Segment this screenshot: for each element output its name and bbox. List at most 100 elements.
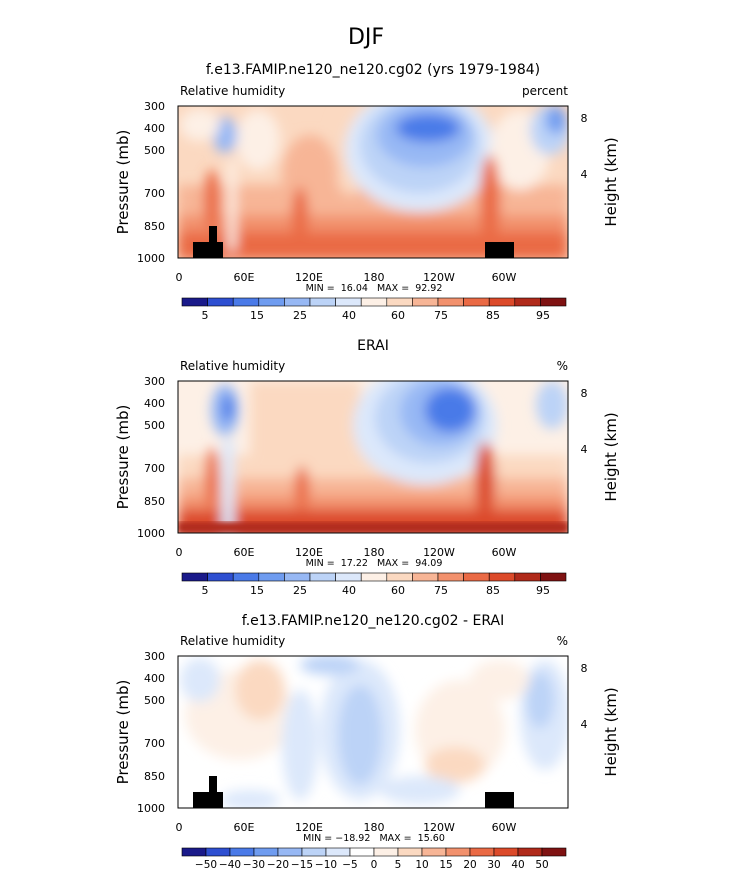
panel-title: ERAI — [357, 338, 389, 354]
x-tick-label: 60W — [492, 271, 517, 284]
colorbar-swatch — [284, 572, 311, 582]
colorbar-swatch — [517, 847, 543, 857]
x-tick-label: 60W — [492, 546, 517, 559]
x-axis: 0 60E 120E 180 120W 60W — [176, 546, 517, 559]
colorbar-label: 40 — [342, 309, 356, 322]
colorbar-swatch — [445, 847, 471, 857]
colorbar-label: 5 — [202, 309, 209, 322]
colorbar-swatch — [229, 847, 255, 857]
colorbar-label: 75 — [434, 584, 448, 597]
right-tick-label: 8 — [581, 662, 588, 675]
x-tick-label: 120E — [295, 821, 323, 834]
colorbar-label: 95 — [536, 309, 550, 322]
y-axis: 300 400 500 700 850 1000 — [137, 100, 165, 265]
y-tick-label: 850 — [144, 495, 165, 508]
right-axis: 8 4 — [581, 112, 588, 181]
colorbar-labels: −50 −40 −30 −20 −15 −10 −5 0 5 10 15 20 30 40 50 — [195, 859, 549, 871]
colorbar — [181, 297, 567, 307]
colorbar-label: 95 — [536, 584, 550, 597]
colorbar-swatch — [540, 297, 567, 307]
panel-difference: f.e13.FAMIP.ne120_ne120.cg02 - ERAI Rela… — [114, 613, 620, 871]
colorbar-label: 25 — [293, 584, 307, 597]
colorbar-swatch — [205, 847, 231, 857]
colorbar-label: 40 — [342, 584, 356, 597]
colorbar-swatch — [541, 847, 567, 857]
colorbar-swatch — [232, 297, 260, 307]
colorbar-swatch — [488, 297, 516, 307]
colorbar-swatch — [181, 297, 208, 307]
x-tick-label: 120W — [423, 821, 455, 834]
colorbar — [181, 847, 567, 857]
panel-left-label: Relative humidity — [180, 359, 285, 373]
colorbar-swatch — [258, 297, 285, 307]
panel-units: percent — [522, 84, 568, 98]
colorbar-swatch — [463, 297, 490, 307]
colorbar-swatch — [181, 572, 208, 582]
colorbar-swatch — [207, 297, 234, 307]
y-tick-label: 1000 — [137, 527, 165, 540]
colorbar-swatch — [514, 572, 541, 582]
colorbar-swatch — [335, 572, 362, 582]
y-axis-title: Pressure (mb) — [114, 405, 132, 510]
colorbar-label: 50 — [535, 859, 548, 871]
colorbar-label: 85 — [486, 309, 500, 322]
x-tick-label: 180 — [364, 821, 385, 834]
panel-reanalysis: ERAI Relative humidity % — [114, 338, 620, 597]
colorbar-swatch — [540, 572, 567, 582]
colorbar-label: 30 — [487, 859, 500, 871]
y-tick-label: 700 — [144, 737, 165, 750]
colorbar-label: −15 — [291, 859, 313, 871]
colorbar-swatch — [232, 572, 260, 582]
right-axis-title: Height (km) — [602, 687, 620, 776]
plot-frame — [177, 105, 569, 259]
colorbar-swatch — [412, 297, 439, 307]
y-axis: 300 400 500 700 850 1000 — [137, 650, 165, 815]
x-tick-label: 0 — [176, 271, 183, 284]
min-max-stats: MIN = 16.04 MAX = 92.92 — [306, 283, 443, 294]
y-tick-label: 400 — [144, 397, 165, 410]
y-axis-title: Pressure (mb) — [114, 130, 132, 235]
panel-title: f.e13.FAMIP.ne120_ne120.cg02 (yrs 1979-1… — [206, 62, 540, 78]
colorbar-swatch — [207, 572, 234, 582]
y-tick-label: 300 — [144, 100, 165, 113]
colorbar-swatch — [469, 847, 495, 857]
min-max-stats: MIN = 17.22 MAX = 94.09 — [306, 558, 443, 569]
colorbar-labels: 5 15 25 40 60 75 85 95 — [202, 584, 551, 597]
colorbar-label: −20 — [267, 859, 289, 871]
colorbar-label: −30 — [243, 859, 265, 871]
right-axis: 8 4 — [581, 387, 588, 456]
y-tick-label: 1000 — [137, 252, 165, 265]
colorbar-label: 5 — [202, 584, 209, 597]
colorbar-swatch — [493, 847, 519, 857]
colorbar-label: 15 — [439, 859, 452, 871]
y-tick-label: 400 — [144, 122, 165, 135]
x-tick-label: 0 — [176, 821, 183, 834]
panel-model: f.e13.FAMIP.ne120_ne120.cg02 (yrs 1979-1… — [114, 62, 620, 322]
y-tick-label: 700 — [144, 462, 165, 475]
colorbar-label: 15 — [250, 584, 264, 597]
panel-units: % — [557, 634, 568, 648]
y-tick-label: 400 — [144, 672, 165, 685]
plot-frame — [177, 655, 569, 809]
right-axis-title: Height (km) — [602, 412, 620, 501]
y-axis-title: Pressure (mb) — [114, 680, 132, 785]
right-tick-label: 4 — [581, 168, 588, 181]
colorbar-label: 85 — [486, 584, 500, 597]
colorbar-swatch — [421, 847, 447, 857]
colorbar-swatch — [325, 847, 351, 857]
figure-title: DJF — [348, 25, 384, 50]
x-tick-label: 60E — [234, 821, 255, 834]
heatmap-field — [178, 381, 568, 533]
y-tick-label: 700 — [144, 187, 165, 200]
x-tick-label: 0 — [176, 546, 183, 559]
x-tick-label: 60E — [234, 271, 255, 284]
colorbar-swatch — [309, 297, 336, 307]
heatmap-field — [178, 656, 568, 808]
y-axis: 300 400 500 700 850 1000 — [137, 375, 165, 540]
right-tick-label: 8 — [581, 112, 588, 125]
colorbar-swatch — [277, 847, 303, 857]
colorbar-swatch — [309, 572, 336, 582]
colorbar-swatch — [253, 847, 279, 857]
colorbar-swatch — [335, 297, 362, 307]
